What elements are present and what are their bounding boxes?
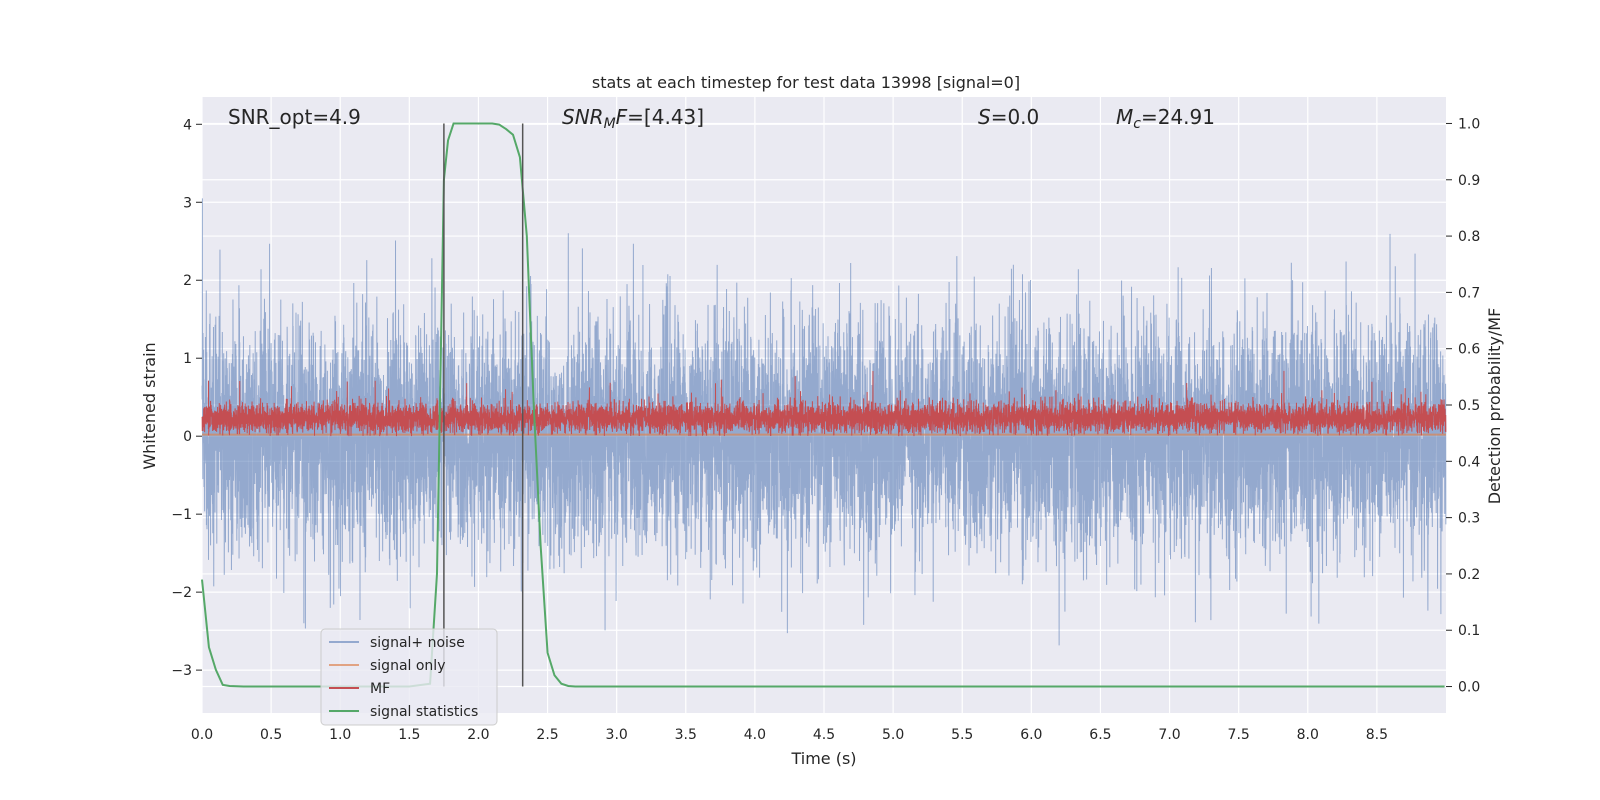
y2-tick-label: 0.8 [1458,229,1480,245]
y-tick-label: 4 [183,117,192,133]
y-tick-label: 2 [183,273,192,289]
x-tick-label: 4.0 [744,727,766,743]
x-tick-label: 3.0 [606,727,628,743]
x-tick-label: 7.5 [1228,727,1250,743]
y2-tick-label: 0.6 [1458,342,1480,358]
x-tick-label: 1.0 [329,727,351,743]
x-tick-label: 5.5 [951,727,973,743]
x-tick-label: 2.0 [467,727,489,743]
series-signal-statistics [201,122,1445,688]
y-tick-label: 1 [183,351,192,367]
y2-tick-label: 0.1 [1458,623,1480,639]
x-tick-label: 8.5 [1366,727,1388,743]
y2-axis-label: Detection probability/MF [1485,308,1504,505]
y-tick-label: 3 [183,195,192,211]
y2-tick-label: 0.9 [1458,173,1480,189]
legend-label-signal-statistics: signal statistics [370,704,478,720]
y2-tick-label: 0.0 [1458,680,1480,696]
y2-tick-label: 0.7 [1458,285,1480,301]
y2-tick-label: 1.0 [1458,116,1480,132]
annotation-snr-opt: SNR_opt=4.9 [228,105,361,129]
x-tick-label: 0.0 [191,727,213,743]
chart-title: stats at each timestep for test data 139… [592,73,1020,92]
x-tick-label: 4.5 [813,727,835,743]
y-tick-label: 0 [183,429,192,445]
x-tick-label: 3.5 [675,727,697,743]
y-tick-label: −3 [171,663,192,679]
x-tick-label: 1.5 [398,727,420,743]
y-tick-label: −1 [171,507,192,523]
x-axis-ticks: 0.0 0.5 1.0 1.5 2.0 2.5 3.0 3.5 4.0 4.5 5.0 5.5 6.0 6… [191,727,1388,743]
legend-frame [320,628,498,726]
x-tick-label: 5.0 [882,727,904,743]
series-signal-noise [201,198,1447,646]
legend-label-signal-noise: signal+ noise [370,635,465,651]
legend-label-mf: MF [370,681,390,697]
legend: signal+ noise signal only MF signal stat… [320,628,498,726]
vertical-markers [443,123,524,687]
x-tick-label: 6.5 [1089,727,1111,743]
x-axis-label: Time (s) [790,749,856,768]
y2-tick-label: 0.5 [1458,398,1480,414]
annotation-snr-mf: SNRMF=[4.43] [562,105,704,132]
x-tick-label: 2.5 [536,727,558,743]
legend-label-signal-only: signal only [370,658,445,674]
x-tick-label: 6.0 [1020,727,1042,743]
annotation-s: S=0.0 [978,105,1039,129]
y-axis-ticks: −3 −2 −1 0 1 2 3 4 [171,117,202,679]
annotation-mc: Mc=24.91 [1116,105,1215,132]
y2-tick-label: 0.3 [1458,511,1480,527]
series-mf [201,370,1447,437]
y2-tick-label: 0.4 [1458,454,1480,470]
x-tick-label: 0.5 [260,727,282,743]
x-tick-label: 7.0 [1158,727,1180,743]
y-tick-label: −2 [171,585,192,601]
x-tick-label: 8.0 [1297,727,1319,743]
y2-tick-label: 0.2 [1458,567,1480,583]
y-axis-label: Whitened strain [140,342,159,469]
series-layer [201,122,1447,688]
y2-axis-ticks: 0.0 0.1 0.2 0.3 0.4 0.5 0.6 0.7 0.8 0.9 1.0 [1446,116,1480,696]
